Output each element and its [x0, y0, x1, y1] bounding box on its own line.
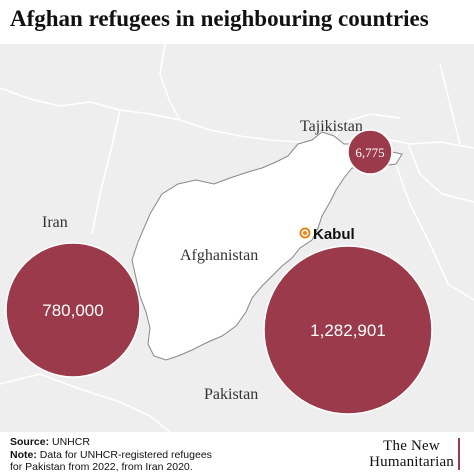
bubble-tajikistan-label: 6,775	[355, 145, 384, 160]
afghanistan-shape	[131, 131, 403, 361]
bubble-iran-label: 780,000	[42, 301, 103, 320]
note-text-2: for Pakistan from 2022, from Iran 2020.	[10, 461, 193, 473]
note-line: Note: Data for UNHCR-registered refugees	[10, 449, 212, 462]
source-text: UNHCR	[52, 436, 90, 448]
page-title: Afghan refugees in neighbouring countrie…	[10, 6, 429, 31]
label-afghanistan: Afghanistan	[180, 247, 258, 264]
bubble-pakistan: 1,282,901	[263, 245, 433, 415]
label-iran: Iran	[42, 214, 68, 231]
capital-kabul: Kabul	[299, 226, 355, 243]
bubble-pakistan-label: 1,282,901	[310, 321, 386, 340]
bubble-iran-circle	[5, 242, 141, 378]
note-text-1: Data for UNHCR-registered refugees	[39, 448, 212, 461]
note-label: Note:	[10, 448, 37, 461]
capital-label: Kabul	[313, 226, 355, 243]
bubble-tajikistan-circle	[347, 129, 393, 175]
bubble-iran: 780,000	[5, 242, 141, 378]
logo-line-2: Humanitarian	[369, 454, 454, 470]
neighbour-borders	[0, 44, 474, 432]
map-canvas: Iran Afghanistan Pakistan Tajikistan 780…	[0, 44, 474, 432]
capital-dot-core	[303, 231, 307, 235]
bubble-pakistan-circle	[263, 245, 433, 415]
label-tajikistan: Tajikistan	[300, 118, 363, 135]
map: Iran Afghanistan Pakistan Tajikistan 780…	[0, 44, 474, 432]
bubble-tajikistan: 6,775	[347, 129, 393, 175]
source-label: Source:	[10, 436, 50, 448]
logo-line-1: The New	[383, 438, 440, 454]
publisher-logo: The New Humanitarian	[369, 438, 460, 470]
footer-notes: Source: UNHCR Note: Data for UNHCR-regis…	[10, 436, 212, 474]
source-line: Source: UNHCR	[10, 436, 212, 449]
label-pakistan: Pakistan	[204, 386, 258, 403]
